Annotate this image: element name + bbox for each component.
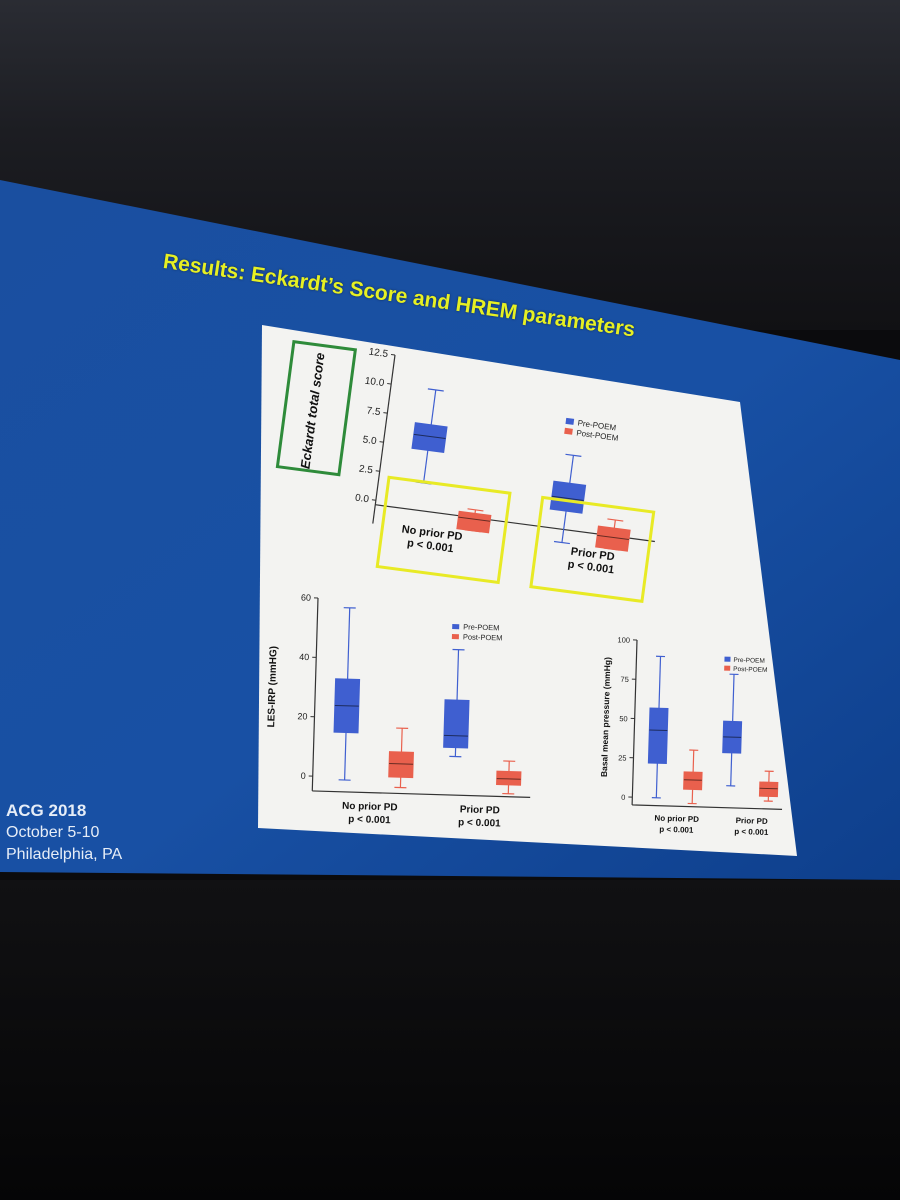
eckardt-ylabel: Eckardt total score [297, 352, 327, 470]
y-tick [383, 412, 388, 414]
pvalue-prior: p < 0.001 [734, 827, 769, 837]
les-irp-chart: LES-IRP (mmHG) 60 40 20 0 No prior PD p < 0… [266, 592, 531, 830]
prior-post-median [597, 534, 629, 541]
legend-post-swatch [451, 633, 459, 640]
no-prior-pre-median [649, 729, 668, 732]
y-tick-label: 0.0 [354, 493, 370, 506]
legend-post-swatch [724, 665, 731, 671]
basal-pressure-chart: Basal mean pressure (mmHg) 100 75 50 25 0 No… [599, 635, 783, 837]
legend-pre-swatch [565, 417, 575, 425]
conference-dates: October 5-10 [6, 824, 100, 841]
prior-pre-median [723, 736, 742, 738]
pvalue-no-prior: p < 0.001 [348, 814, 391, 826]
prior-post-cap-max [607, 518, 624, 522]
y-tick-label: 60 [301, 592, 311, 602]
no-prior-post-cap-max [467, 508, 484, 512]
x-axis [632, 804, 783, 810]
y-tick [375, 470, 380, 472]
ylabel-box [275, 340, 358, 477]
eckardt-chart: Eckardt total score 12.5 10.0 7.5 5.0 2.5 0.0… [275, 340, 656, 604]
prior-pre-box [549, 480, 587, 514]
y-axis [631, 639, 638, 805]
legend-pre-swatch [724, 656, 731, 662]
legend-pre-label: Pre-POEM [733, 657, 765, 665]
group-label-prior: Prior PD [736, 816, 768, 826]
no-prior-post-box [456, 510, 492, 534]
highlight-prior [529, 495, 656, 604]
y-tick-label: 20 [297, 711, 307, 721]
legend-post-swatch [564, 427, 573, 435]
y-tick-label: 12.5 [368, 347, 389, 361]
legend-post-label: Post-POEM [463, 632, 503, 642]
highlight-no-prior [375, 475, 512, 585]
prior-post-box [496, 770, 522, 786]
y-tick-label: 7.5 [366, 405, 382, 418]
conference-name: ACG 2018 [6, 801, 87, 820]
y-tick [390, 353, 396, 356]
group-label-prior: Prior PD [460, 804, 500, 816]
les-irp-ylabel: LES-IRP (mmHG) [266, 646, 279, 728]
prior-post-box [758, 781, 779, 798]
no-prior-post-box [683, 771, 703, 791]
prior-pre-median [443, 734, 468, 737]
no-prior-pre-box [411, 422, 448, 454]
prior-pre-cap-min [553, 540, 570, 545]
floor [0, 880, 900, 1200]
basal-ylabel: Basal mean pressure (mmHg) [599, 657, 613, 777]
prior-pre-median [551, 495, 584, 501]
conference-location: Philadelphia, PA [6, 846, 123, 863]
y-tick [371, 499, 376, 501]
y-tick-label: 0 [621, 793, 625, 802]
legend-pre-swatch [452, 623, 460, 630]
y-tick [379, 441, 384, 443]
group-label-prior: Prior PD [570, 546, 615, 564]
y-tick-label: 25 [618, 753, 627, 762]
no-prior-post-median [389, 762, 414, 765]
no-prior-pre-cap-max [427, 388, 444, 392]
legend-post-label: Post-POEM [733, 666, 768, 674]
group-label-no-prior: No prior PD [654, 814, 699, 824]
y-tick-label: 2.5 [358, 464, 374, 477]
y-tick-label: 50 [619, 714, 628, 723]
y-tick-label: 10.0 [364, 376, 385, 390]
prior-post-median [759, 787, 778, 790]
no-prior-pre-median [334, 704, 359, 707]
y-tick [387, 383, 392, 385]
y-tick-label: 5.0 [362, 434, 378, 447]
prior-post-box [595, 525, 631, 552]
prior-post-median [496, 778, 521, 780]
pvalue-no-prior: p < 0.001 [659, 825, 694, 835]
y-axis [311, 597, 319, 791]
y-tick-label: 75 [620, 675, 629, 684]
y-tick-label: 40 [299, 652, 309, 662]
no-prior-post-median [458, 516, 491, 522]
no-prior-post-median [683, 779, 702, 781]
no-prior-post-box [388, 751, 414, 779]
y-axis [372, 354, 396, 524]
y-tick-label: 100 [617, 635, 630, 644]
group-label-no-prior: No prior PD [342, 801, 398, 814]
legend-pre-label: Pre-POEM [463, 622, 500, 632]
x-axis [312, 790, 531, 798]
prior-pre-box [443, 699, 470, 749]
y-tick-label: 0 [301, 771, 306, 781]
pvalue-prior: p < 0.001 [458, 817, 501, 829]
no-prior-pre-median [413, 433, 446, 440]
no-prior-pre-box [647, 707, 669, 765]
prior-pre-cap-max [565, 453, 582, 457]
conference-info: ACG 2018 October 5-10 Philadelphia, PA [6, 800, 122, 866]
